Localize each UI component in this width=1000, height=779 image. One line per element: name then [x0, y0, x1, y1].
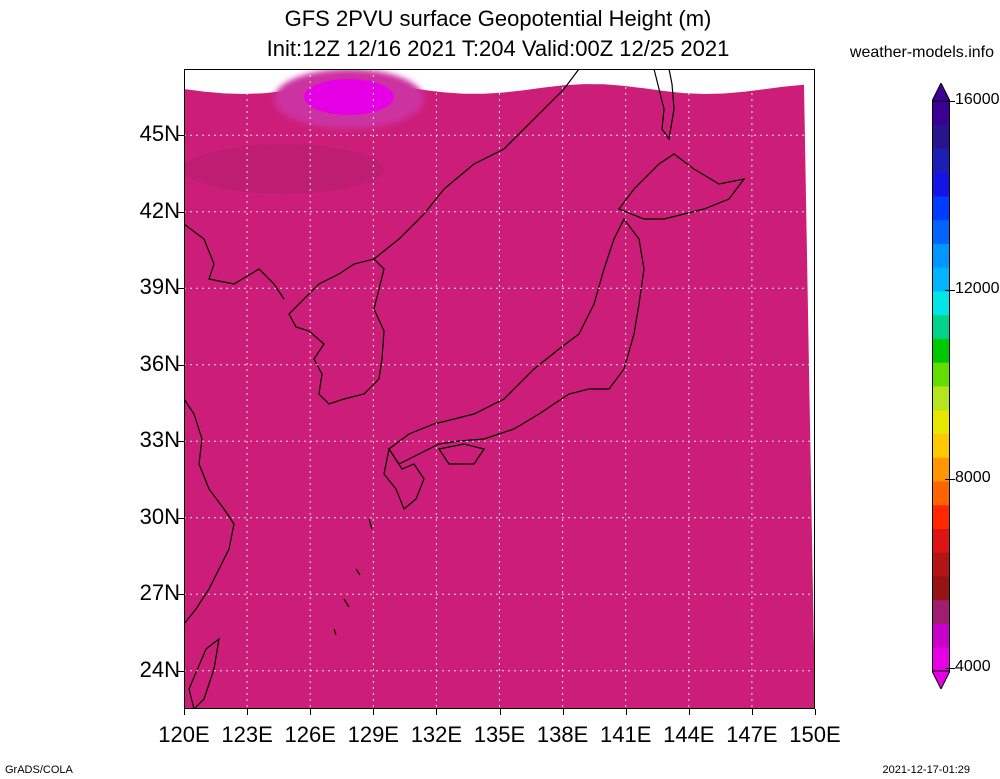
colorbar-min-arrow: [931, 670, 951, 691]
map-panel: [184, 69, 815, 709]
lat-tick: [178, 364, 184, 366]
colorbar-segment: [932, 124, 950, 149]
footer-timestamp: 2021-12-17-01:29: [882, 764, 970, 776]
chart-subtitle: Init:12Z 12/16 2021 T:204 Valid:00Z 12/2…: [266, 36, 730, 61]
lon-tick: [247, 709, 249, 715]
colorbar-segment: [932, 552, 950, 577]
colorbar-segment: [932, 314, 950, 339]
lon-tick: [184, 709, 185, 715]
colorbar-segment: [932, 148, 950, 173]
lon-label: 135E: [473, 722, 526, 747]
colorbar-segment: [932, 599, 950, 624]
lat-tick: [178, 594, 184, 596]
lon-label: 123E: [221, 722, 273, 747]
lat-tick: [178, 288, 184, 290]
colorbar-segment: [932, 528, 950, 553]
colorbar-tick: [945, 479, 955, 480]
lon-tick: [310, 709, 312, 715]
colorbar-segment: [932, 291, 950, 316]
lon-tick: [499, 709, 501, 715]
lat-label: 24N: [139, 656, 180, 682]
lon-tick: [562, 709, 564, 715]
colorbar-segment: [932, 409, 950, 434]
lat-tick: [178, 441, 184, 443]
colorbar-segment: [932, 623, 950, 648]
colorbar-max-arrow: [931, 81, 951, 102]
footer-credit: GrADS/COLA: [5, 764, 73, 776]
lon-label: 150E: [789, 722, 841, 747]
field-band: [184, 84, 815, 709]
lat-label: 42N: [139, 197, 180, 223]
colorbar-label: 8000: [955, 469, 991, 486]
colorbar-segment: [932, 101, 950, 126]
lon-label: 144E: [663, 722, 715, 747]
colorbar-segment: [932, 362, 950, 387]
colorbar-segment: [932, 457, 950, 482]
colorbar-label: 4000: [955, 658, 991, 675]
lon-tick: [688, 709, 690, 715]
colorbar-tick: [945, 668, 955, 669]
colorbar-segment: [932, 338, 950, 363]
lat-label: 33N: [139, 427, 180, 453]
colorbar-tick: [945, 290, 955, 291]
lon-label: 147E: [726, 722, 778, 747]
colorbar-segment: [932, 219, 950, 244]
colorbar-label: 16000: [955, 91, 1000, 108]
lat-label: 27N: [139, 580, 180, 606]
colorbar-segment: [932, 267, 950, 292]
colorbar-segment: [932, 196, 950, 221]
colorbar-segment: [932, 172, 950, 197]
lat-label: 39N: [139, 274, 180, 300]
lon-tick: [751, 709, 753, 715]
lat-label: 36N: [139, 350, 180, 376]
lon-label: 132E: [410, 722, 463, 747]
colorbar-segment: [932, 433, 950, 458]
colorbar-segment: [932, 481, 950, 506]
lat-label: 45N: [139, 121, 180, 147]
colorbar-segment: [932, 386, 950, 411]
lat-tick: [178, 517, 184, 519]
site-credit: weather-models.info: [849, 44, 994, 61]
colorbar-segment: [932, 243, 950, 268]
lat-tick: [178, 135, 184, 137]
colorbar-segment: [932, 647, 950, 672]
colorbar-segment: [932, 576, 950, 601]
chart-title: GFS 2PVU surface Geopotential Height (m): [284, 6, 712, 31]
lat-tick: [178, 670, 184, 672]
lon-tick: [815, 709, 816, 715]
lon-label: 138E: [536, 722, 589, 747]
lon-tick: [373, 709, 375, 715]
lat-label: 30N: [139, 503, 180, 529]
lon-label: 126E: [284, 722, 336, 747]
geopotential-field: [184, 69, 815, 709]
colorbar-label: 12000: [955, 280, 1000, 297]
lon-label: 120E: [158, 722, 210, 747]
lon-tick: [436, 709, 438, 715]
lat-tick: [178, 211, 184, 213]
colorbar: [931, 81, 951, 691]
lon-label: 129E: [347, 722, 399, 747]
lon-label: 141E: [599, 722, 652, 747]
colorbar-tick: [945, 101, 955, 102]
colorbar-segment: [932, 504, 950, 529]
lon-tick: [625, 709, 627, 715]
